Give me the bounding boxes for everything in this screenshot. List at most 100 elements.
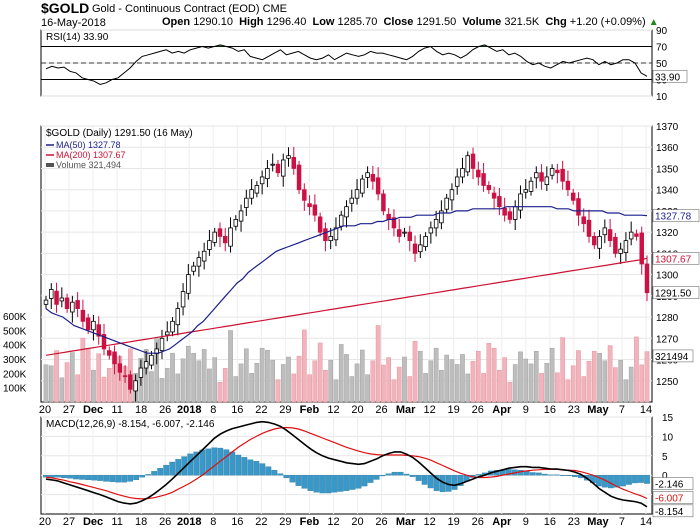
- volume-label: Volume: [462, 16, 502, 28]
- volume-bar: [491, 347, 497, 403]
- histogram-bar: [139, 475, 146, 478]
- volume-bar: [518, 351, 523, 403]
- histogram-bar: [325, 475, 332, 494]
- volume-bar: [259, 347, 265, 403]
- candle-body: [207, 240, 212, 250]
- candle-body: [497, 196, 502, 208]
- volume-bar: [249, 373, 254, 403]
- candle-body: [280, 159, 286, 177]
- histogram-bar: [319, 475, 326, 494]
- volume-bar: [149, 371, 154, 403]
- histogram-bar: [307, 475, 314, 491]
- volume-bar: [280, 364, 286, 403]
- candle-body: [412, 243, 418, 254]
- volume-bar: [48, 365, 54, 403]
- candle-body: [128, 374, 133, 390]
- histogram-bar: [608, 475, 614, 489]
- candle-body: [534, 172, 539, 179]
- candle-body: [96, 324, 101, 337]
- candle-body: [307, 203, 312, 208]
- candle-body: [470, 153, 476, 169]
- volume-bar: [597, 353, 602, 403]
- volume-bar: [396, 366, 402, 403]
- volume-bar: [64, 362, 70, 403]
- candle-body: [101, 334, 107, 350]
- volume-bar: [222, 368, 228, 403]
- x-tick-label: 14: [640, 404, 652, 416]
- histogram-bar: [541, 473, 548, 476]
- volume-bar: [349, 376, 355, 403]
- rsi-tick-label: 70: [656, 43, 668, 54]
- histogram-bar: [614, 475, 620, 488]
- open-label: Open: [162, 16, 191, 28]
- x-tick-label: 16: [544, 404, 556, 416]
- histogram-bar: [632, 475, 638, 484]
- histogram-bar: [289, 475, 296, 483]
- price-tick-label: 1250: [656, 377, 679, 388]
- x-tick-label: Apr: [492, 404, 512, 416]
- volume-bar: [360, 349, 365, 403]
- candle-body: [201, 250, 207, 262]
- volume-bar: [43, 364, 49, 403]
- volume-bar: [275, 379, 281, 403]
- price-tick-label: 1280: [656, 313, 679, 324]
- x-tick-label: 18: [135, 404, 147, 416]
- candle-body: [360, 178, 365, 194]
- symbol-description: Gold - Continuous Contract (EOD) CME: [92, 3, 288, 15]
- candle-body: [639, 232, 644, 265]
- volume-bar: [91, 369, 96, 403]
- price-tick-label: 1350: [656, 164, 679, 175]
- volume-bar: [54, 350, 59, 403]
- x-tick-label: 2018: [177, 404, 201, 416]
- volume-bar: [555, 372, 560, 403]
- volume-bar: [465, 373, 471, 403]
- histogram-bar: [283, 475, 290, 479]
- volume-bar: [196, 360, 202, 403]
- histogram-bar: [229, 451, 236, 476]
- volume-bar: [486, 343, 492, 403]
- candle-body: [259, 176, 265, 185]
- histogram-bar: [433, 475, 440, 491]
- histogram-bar: [505, 469, 512, 476]
- volume-bar: [170, 352, 175, 403]
- x-tick-label: 26: [159, 404, 171, 416]
- candle-body: [323, 228, 328, 242]
- volume-bar: [412, 341, 418, 403]
- volume-bar: [628, 366, 634, 403]
- candle-body: [244, 197, 249, 208]
- histogram-bar: [253, 461, 260, 476]
- price-tick-label: 1360: [656, 143, 679, 154]
- macd-panel: 20 27 Dec 11 18 26 2018 8 16 22 29 Feb 12 20 26 Mar 12 19…: [39, 413, 694, 528]
- macd-line: [45, 420, 648, 508]
- candle-body: [265, 168, 270, 180]
- price-tick-label: 1320: [656, 228, 679, 239]
- histogram-bar: [169, 461, 176, 476]
- volume-bar: [449, 359, 455, 403]
- volume-bar: [312, 360, 318, 403]
- volume-bar: [639, 364, 645, 403]
- candle-body: [476, 169, 481, 178]
- histogram-bar: [427, 475, 434, 489]
- volume-bar: [164, 368, 170, 403]
- volume-bar: [444, 354, 449, 403]
- legend-entry: MA(50) 1327.78: [56, 140, 121, 150]
- macd-x-tick-label: 2018: [177, 516, 201, 528]
- macd-frame: [40, 416, 653, 515]
- candle-body: [544, 176, 550, 185]
- volume-bar: [402, 356, 407, 403]
- candle-body: [375, 177, 381, 195]
- candle-body: [570, 192, 576, 201]
- candle-body: [59, 297, 65, 302]
- histogram-bar: [97, 475, 103, 481]
- volume-bar: [591, 351, 597, 403]
- price-tick-label: 1370: [656, 122, 679, 133]
- high-label: High: [239, 16, 264, 28]
- macd-x-tick-label: 26: [159, 516, 171, 528]
- volume-bar: [354, 363, 360, 403]
- volume-bar: [328, 359, 333, 403]
- x-tick-label: May: [587, 404, 609, 416]
- ma200-value-flag-box: [652, 252, 700, 265]
- volume-bar: [270, 359, 276, 403]
- volume-bar: [423, 373, 428, 403]
- histogram-bar: [199, 449, 206, 476]
